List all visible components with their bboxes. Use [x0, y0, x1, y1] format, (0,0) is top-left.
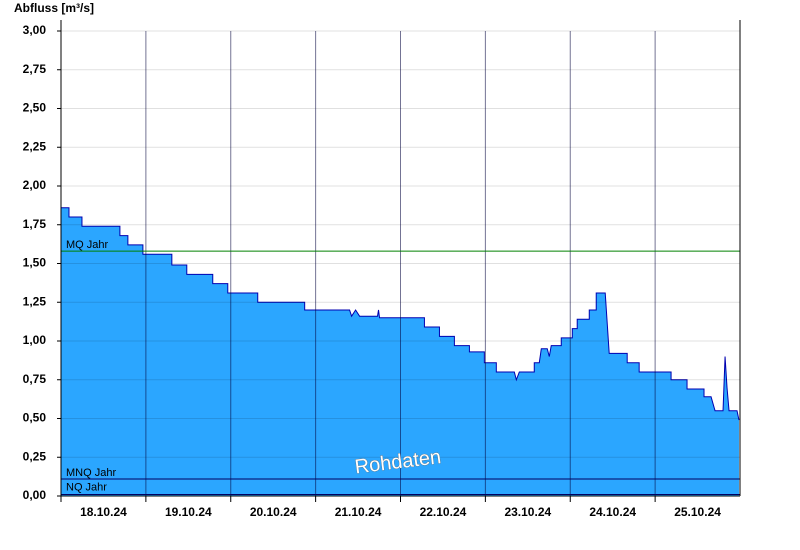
- x-tick-label: 25.10.24: [674, 505, 721, 519]
- x-tick-label: 20.10.24: [250, 505, 297, 519]
- x-tick-label: 21.10.24: [335, 505, 382, 519]
- axis-title: Abfluss [m³/s]: [14, 1, 94, 15]
- reference-line: MQ Jahr: [61, 239, 740, 252]
- x-tick-label: 18.10.24: [80, 505, 127, 519]
- y-tick-label: 1,25: [23, 294, 47, 308]
- y-tick-label: 0,75: [23, 372, 47, 386]
- reference-label: MNQ Jahr: [66, 467, 116, 479]
- y-tick-label: 1,75: [23, 217, 47, 231]
- y-tick-label: 2,25: [23, 139, 47, 153]
- y-tick-label: 0,25: [23, 449, 47, 463]
- reference-line: MNQ Jahr: [61, 467, 740, 480]
- y-tick-label: 1,50: [23, 256, 47, 270]
- reference-label: MQ Jahr: [66, 239, 109, 251]
- x-tick-label: 19.10.24: [165, 505, 212, 519]
- reference-line: NQ Jahr: [61, 481, 740, 495]
- y-tick-label: 2,50: [23, 101, 47, 115]
- x-tick-label: 23.10.24: [504, 505, 551, 519]
- x-tick-label: 22.10.24: [420, 505, 467, 519]
- y-tick-label: 2,00: [23, 178, 47, 192]
- y-tick-label: 2,75: [23, 62, 47, 76]
- x-tick-label: 24.10.24: [589, 505, 636, 519]
- y-tick-label: 0,50: [23, 411, 47, 425]
- y-tick-label: 1,00: [23, 333, 47, 347]
- reference-label: NQ Jahr: [66, 481, 107, 493]
- y-tick-label: 3,00: [23, 23, 47, 37]
- y-tick-label: 0,00: [23, 488, 47, 502]
